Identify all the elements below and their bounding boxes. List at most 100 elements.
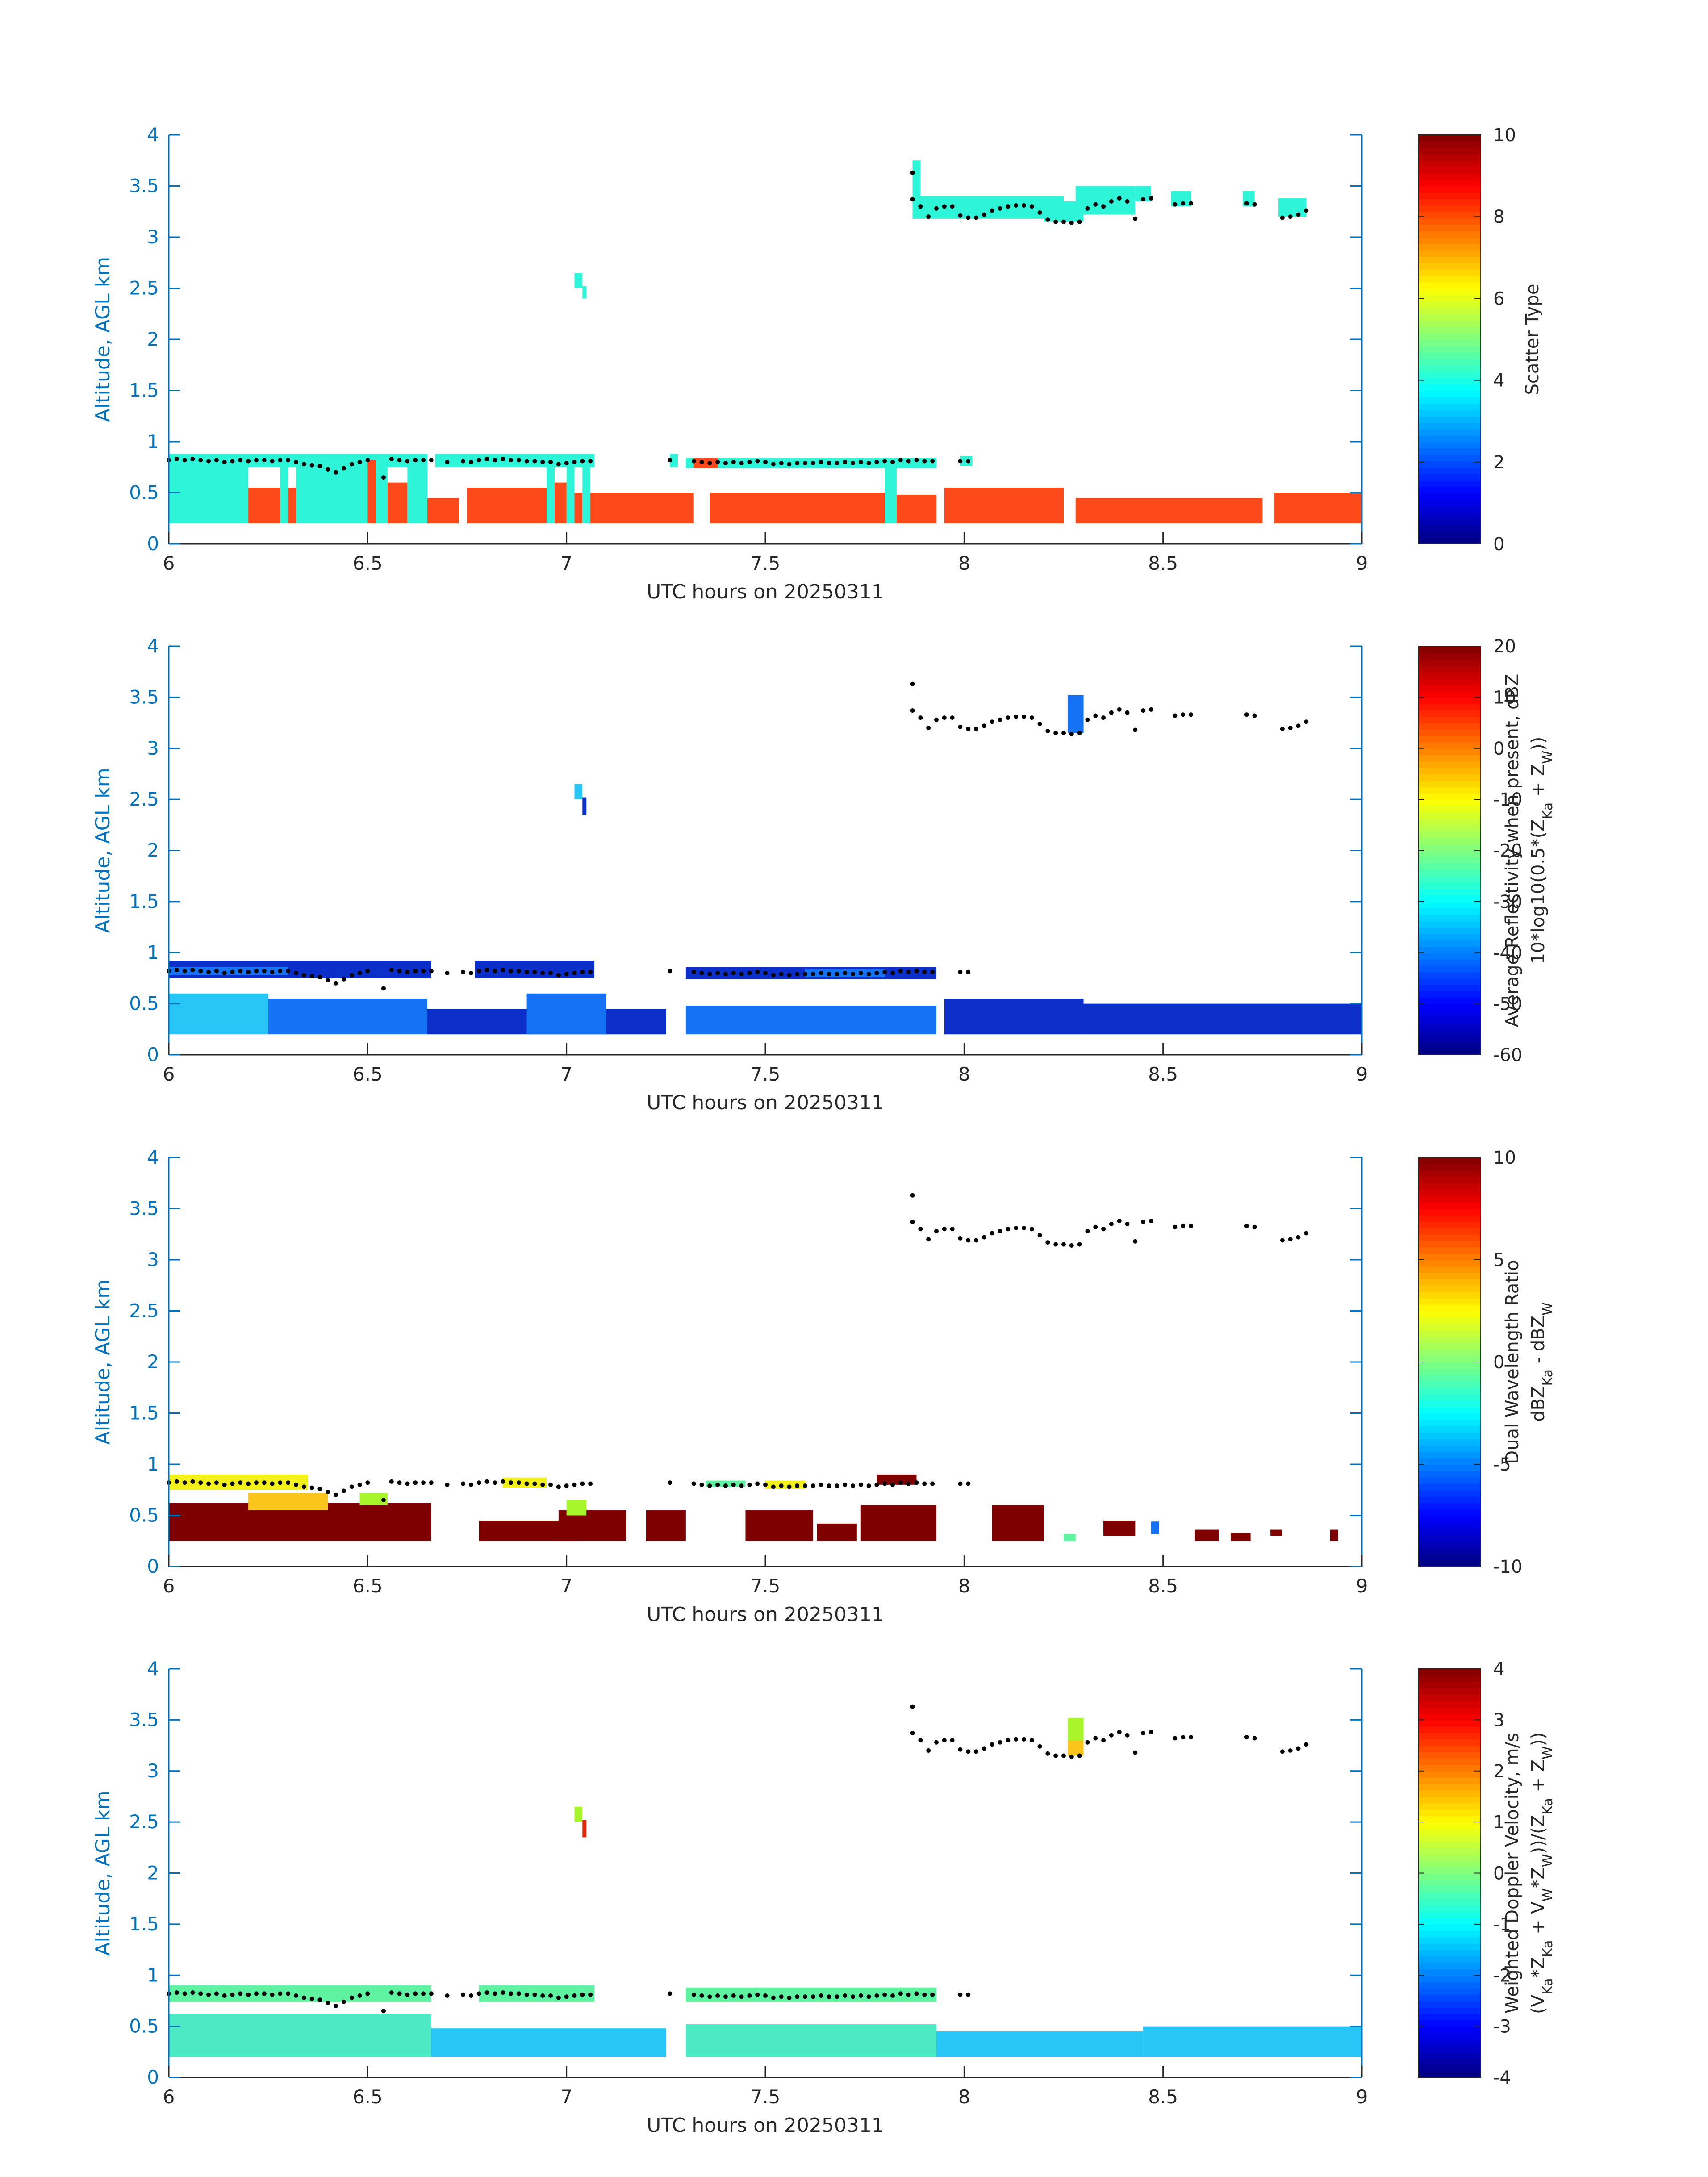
layer-marker-point <box>966 459 971 464</box>
layer-marker-point <box>1077 219 1082 224</box>
layer-marker-point <box>262 969 267 974</box>
colorbar-segment <box>1418 2058 1481 2065</box>
layer-marker-point <box>1006 1227 1011 1232</box>
colorbar-tick-label: 2 <box>1493 1761 1504 1782</box>
panels-group: 6 6.5 7 7.5 8 8.5 9 0 0.5 1 1.5 2 2.5 3 3.5 4 UTC hours … <box>92 124 1556 2137</box>
layer-marker-point <box>858 1482 863 1487</box>
layer-marker-point <box>262 1480 267 1485</box>
colorbar-segment <box>1418 1189 1481 1196</box>
layer-marker-point <box>238 969 243 974</box>
layer-marker-point <box>301 1995 306 2000</box>
layer-marker-point <box>1252 1224 1257 1229</box>
colorbar-tick-label: 5 <box>1493 1250 1504 1270</box>
colorbar-segment <box>1418 1311 1481 1318</box>
heatmap-cell <box>944 488 1064 524</box>
layer-marker-point <box>1133 727 1138 732</box>
y-tick-label: 2.5 <box>129 1300 159 1322</box>
colorbar-segment <box>1418 1029 1481 1036</box>
layer-marker-point <box>914 969 919 974</box>
layer-marker-point <box>950 1227 955 1232</box>
layer-marker-point <box>810 461 815 466</box>
colorbar-segment <box>1418 320 1481 327</box>
layer-marker-point <box>966 969 971 974</box>
layer-marker-point <box>246 1481 251 1486</box>
x-tick-label: 8 <box>958 1575 970 1597</box>
colorbar-segment <box>1418 997 1481 1004</box>
layer-marker-point <box>484 1990 489 1995</box>
layer-marker-point <box>926 1748 931 1753</box>
layer-marker-point <box>866 1994 871 1999</box>
y-tick-label: 3.5 <box>129 1198 159 1220</box>
layer-marker-point <box>755 969 760 974</box>
colorbar-segment <box>1418 716 1481 723</box>
layer-marker-point <box>206 1992 211 1997</box>
colorbar-segment <box>1418 799 1481 806</box>
colorbar-segment <box>1418 831 1481 838</box>
layer-marker-point <box>572 1482 577 1487</box>
layer-marker-point <box>357 1993 362 1998</box>
colorbar-segment <box>1418 1451 1481 1458</box>
layer-marker-point <box>779 461 784 466</box>
layer-marker-point <box>763 460 768 464</box>
layer-marker-point <box>341 1999 346 2004</box>
x-tick-label: 8.5 <box>1148 1063 1178 1085</box>
colorbar-tick-label: -5 <box>1493 1454 1511 1475</box>
colorbar-tick-label: -60 <box>1493 1045 1522 1066</box>
colorbar-segment <box>1418 1988 1481 1995</box>
colorbar-tick-label: 20 <box>1493 636 1516 657</box>
layer-marker-point <box>1093 202 1098 207</box>
layer-marker-point <box>174 456 179 461</box>
layer-marker-point <box>326 467 330 472</box>
layer-marker-point <box>1006 204 1011 209</box>
layer-marker-point <box>974 1749 979 1754</box>
layer-marker-point <box>1125 1221 1130 1226</box>
layer-marker-point <box>827 461 831 466</box>
x-axis-label: UTC hours on 20250311 <box>647 2114 884 2137</box>
colorbar-tick-label: -40 <box>1493 943 1522 963</box>
layer-marker-point <box>246 459 251 464</box>
colorbar-segment <box>1418 646 1481 653</box>
colorbar-segment <box>1418 218 1481 225</box>
layer-marker-point <box>1021 714 1026 719</box>
layer-marker-point <box>254 1991 259 1996</box>
layer-marker-point <box>508 969 513 974</box>
layer-marker-point <box>381 2009 386 2014</box>
label-part: *Z <box>1528 1957 1549 1978</box>
heatmap-cell <box>582 460 591 524</box>
colorbar-label: Dual Wavelength Ratio <box>1502 1260 1523 1464</box>
colorbar-segment <box>1418 652 1481 660</box>
layer-marker-point <box>1029 204 1034 209</box>
colorbar-segment <box>1418 275 1481 283</box>
colorbar-segment <box>1418 786 1481 794</box>
heatmap-cell <box>693 458 718 468</box>
colorbar-segment <box>1418 1215 1481 1222</box>
layer-marker-point <box>389 968 394 973</box>
layer-marker-point <box>910 197 915 202</box>
heatmap-cell <box>912 160 921 196</box>
layer-marker-point <box>787 1484 792 1489</box>
layer-marker-point <box>174 1990 179 1995</box>
layer-marker-point <box>850 1483 855 1488</box>
y-tick-label: 0.5 <box>129 993 159 1015</box>
layer-marker-point <box>1101 715 1106 720</box>
colorbar-tick-label: 10 <box>1493 125 1516 146</box>
colorbar-segment <box>1418 672 1481 679</box>
colorbar-label: Weighted Doppler Velocity, m/s <box>1502 1733 1523 2014</box>
colorbar-segment <box>1418 1905 1481 1912</box>
layer-marker-point <box>819 1993 823 1998</box>
colorbar-tick-label: 6 <box>1493 288 1504 309</box>
layer-marker-point <box>1109 199 1114 204</box>
layer-marker-point <box>1304 719 1309 724</box>
layer-marker-point <box>198 969 203 974</box>
layer-marker-point <box>397 458 402 463</box>
layer-marker-point <box>827 972 831 977</box>
colorbar-segment <box>1418 1975 1481 1982</box>
heatmap-cells <box>169 1717 1362 2057</box>
x-tick-label: 6.5 <box>353 552 383 574</box>
layer-marker-point <box>958 969 963 974</box>
layer-marker-point <box>214 1991 219 1996</box>
layer-marker-point <box>501 456 505 461</box>
layer-marker-point <box>926 214 931 219</box>
layer-marker-point <box>1085 1228 1090 1233</box>
layer-marker-point <box>950 715 955 720</box>
